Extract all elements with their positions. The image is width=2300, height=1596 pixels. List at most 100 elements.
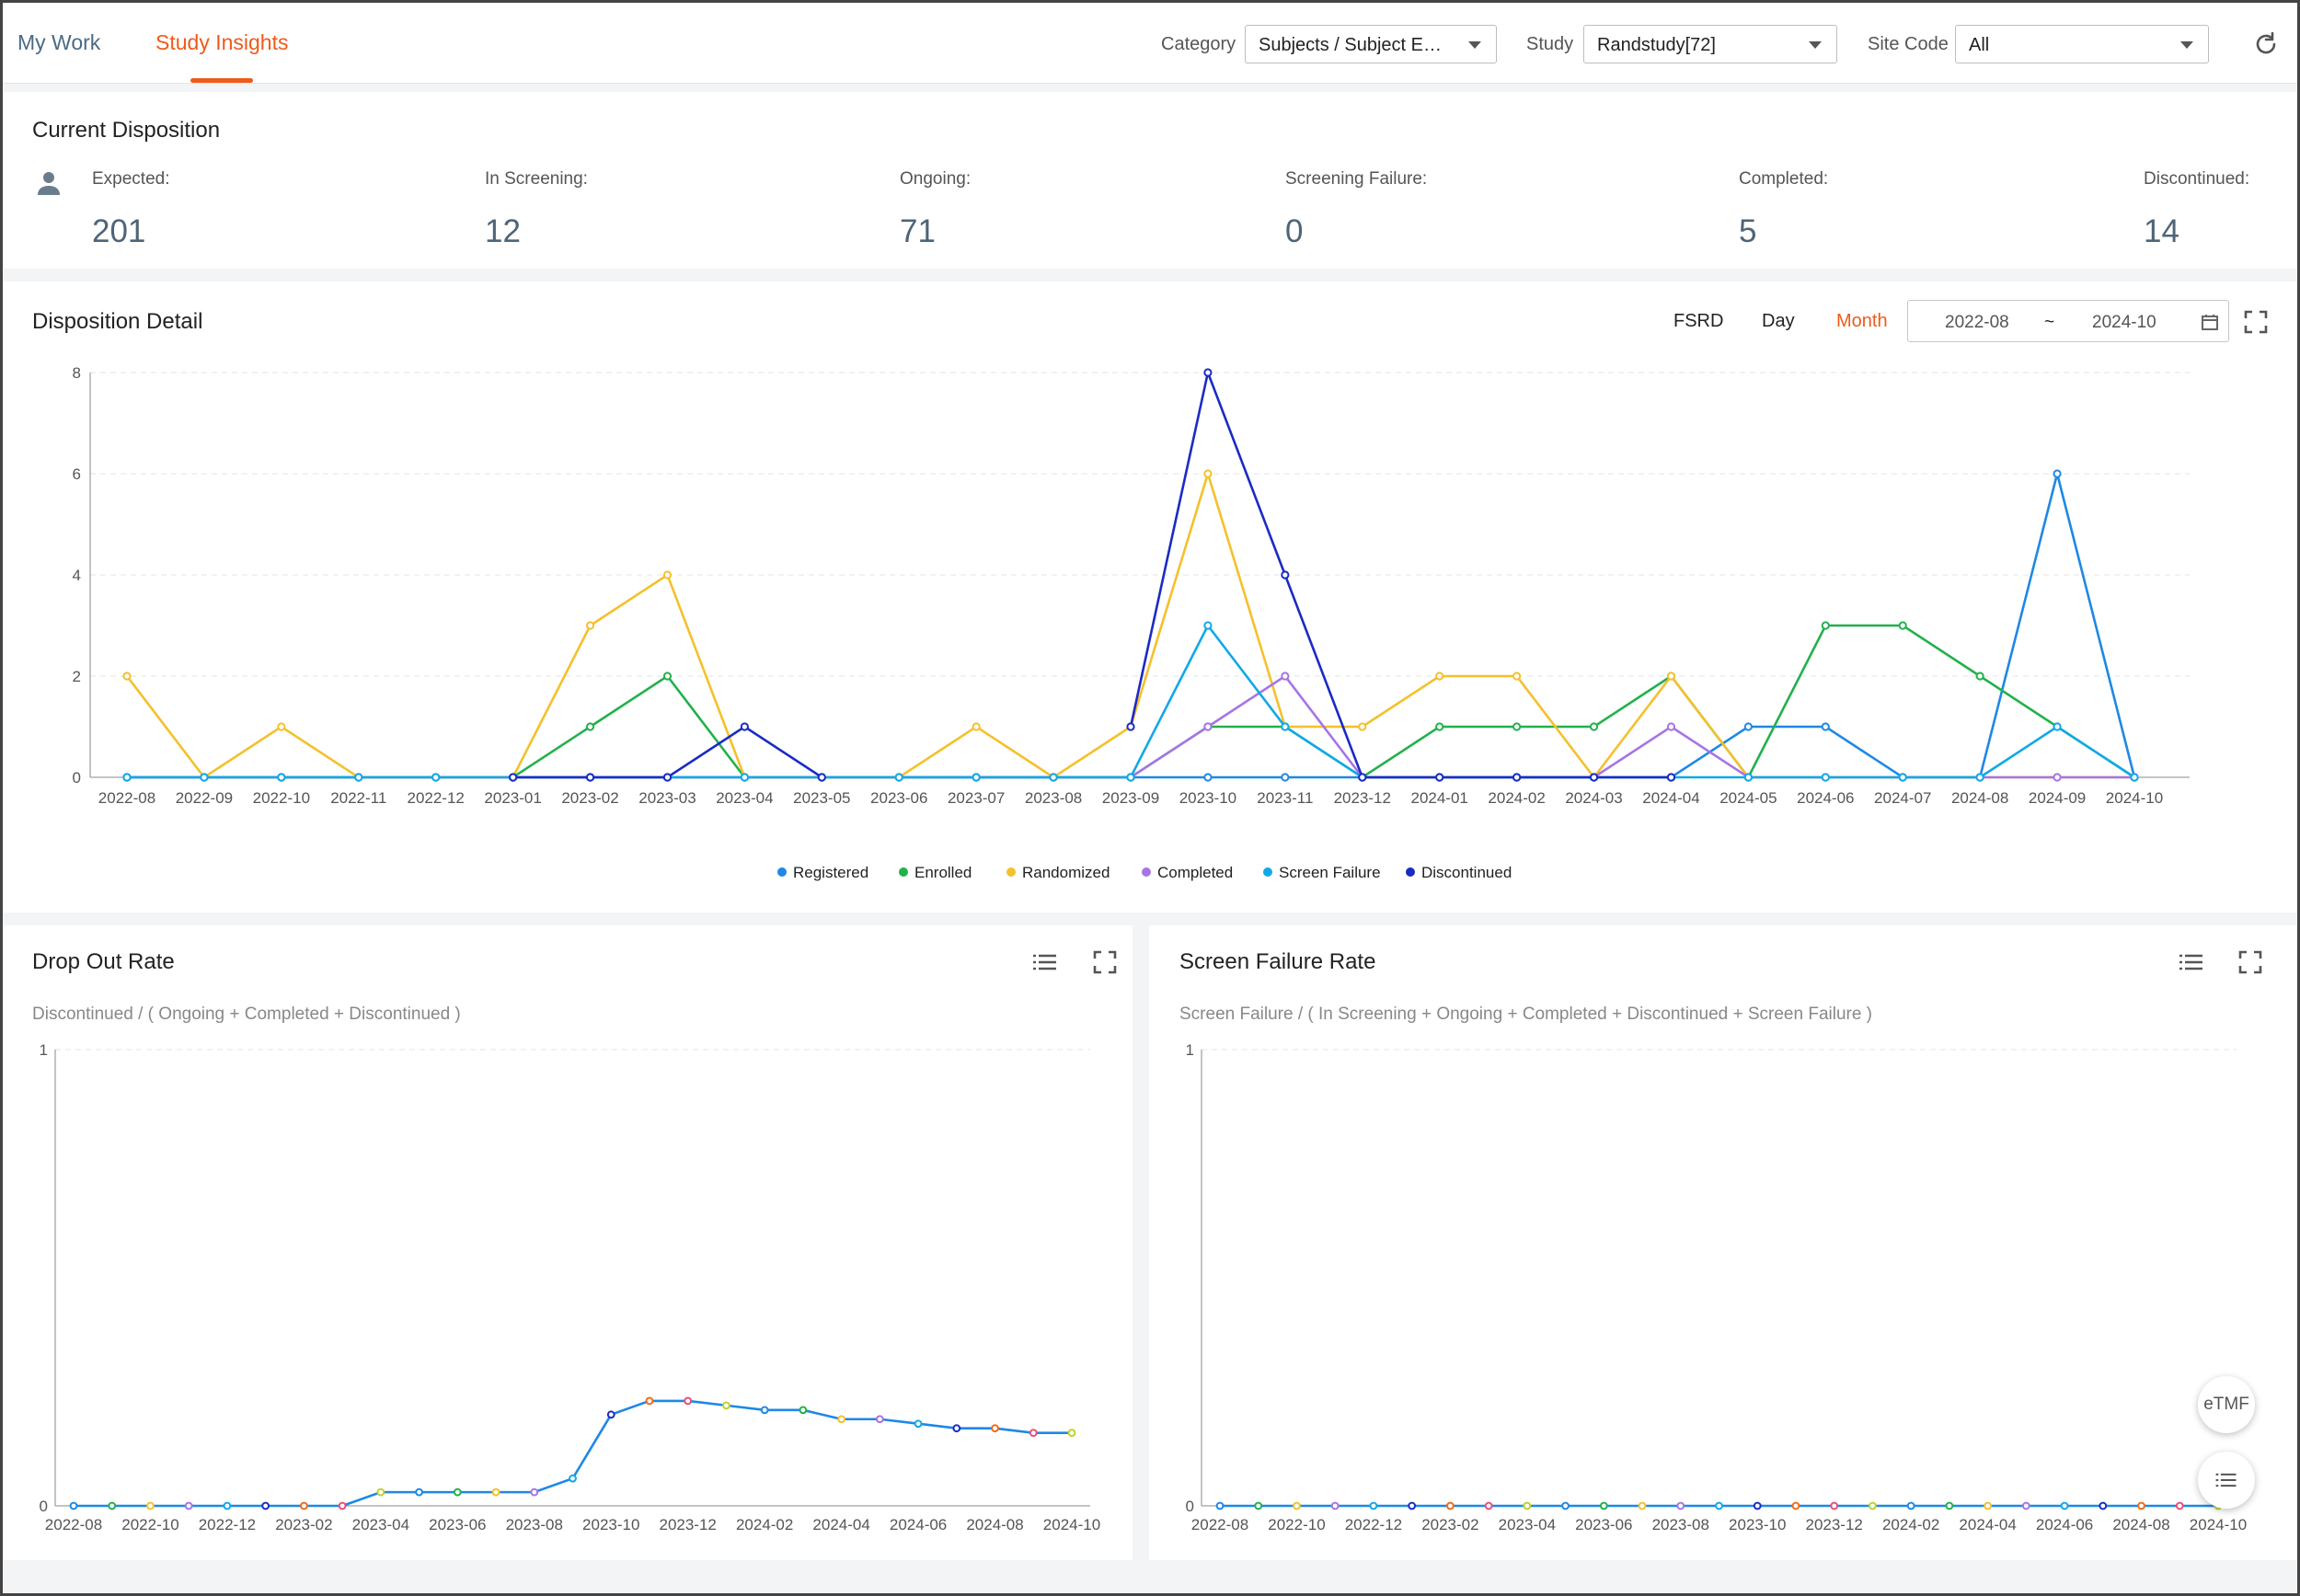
x-tick-label: 2023-06	[870, 789, 927, 807]
date-range-picker[interactable]: 2022-08 ~ 2024-10	[1907, 300, 2229, 342]
x-tick-label: 2024-04	[812, 1516, 869, 1533]
data-point	[1791, 1501, 1800, 1510]
x-tick-label: 2024-07	[1874, 789, 1931, 807]
y-tick-label: 1	[40, 1041, 48, 1059]
stat-discontinued-value: 14	[2144, 213, 2179, 249]
data-point	[491, 1487, 500, 1497]
data-point	[1029, 1429, 1038, 1438]
x-tick-label: 2022-12	[199, 1516, 256, 1533]
y-tick-label: 0	[40, 1498, 48, 1515]
x-tick-label: 2024-06	[890, 1516, 947, 1533]
data-point	[1830, 1501, 1839, 1510]
x-tick-label: 2023-03	[638, 789, 696, 807]
drop-out-rate-formula: Discontinued / ( Ongoing + Completed + D…	[32, 1005, 461, 1024]
date-from: 2022-08	[1945, 313, 2009, 332]
y-tick-label: 4	[73, 567, 81, 584]
fullscreen-icon[interactable]	[1090, 947, 1120, 977]
x-tick-label: 2024-04	[1959, 1516, 2016, 1533]
menu-fab-button[interactable]	[2198, 1452, 2255, 1509]
data-point	[223, 1501, 232, 1510]
mode-fsrd-button[interactable]: FSRD	[1673, 311, 1724, 331]
data-point	[991, 1424, 999, 1433]
stat-ongoing-value: 71	[900, 213, 936, 249]
data-point	[1743, 722, 1753, 731]
data-point	[952, 1424, 961, 1433]
x-tick-label: 2022-12	[1345, 1516, 1402, 1533]
legend-marker	[1406, 867, 1415, 877]
tab-my-work[interactable]: My Work	[17, 30, 101, 54]
data-point	[1203, 621, 1213, 630]
data-point	[972, 773, 981, 782]
x-tick-label: 2023-08	[1652, 1516, 1709, 1533]
data-point	[530, 1487, 539, 1497]
x-tick-label: 2024-10	[2190, 1516, 2247, 1533]
x-tick-label: 2023-12	[1805, 1516, 1862, 1533]
y-tick-label: 8	[73, 364, 81, 382]
x-tick-label: 2023-10	[582, 1516, 639, 1533]
category-label: Category	[1161, 34, 1236, 54]
data-point	[1589, 773, 1599, 782]
data-point	[1589, 722, 1599, 731]
disposition-detail-title: Disposition Detail	[32, 309, 203, 334]
legend-marker	[899, 867, 908, 877]
x-tick-label: 2024-01	[1410, 789, 1467, 807]
site-code-select-value: All	[1969, 35, 1990, 55]
data-point	[569, 1474, 577, 1483]
x-tick-label: 2024-04	[1642, 789, 1699, 807]
x-tick-label: 2024-08	[966, 1516, 1023, 1533]
data-point	[662, 570, 673, 580]
screen-failure-rate-chart: 0 1 2022-08 2022-10 2022-12 2023-02 2023-04 202…	[1186, 1041, 2248, 1533]
x-tick-label: 2022-08	[98, 789, 155, 807]
x-tick-label: 2024-03	[1565, 789, 1622, 807]
legend-label: Completed	[1157, 864, 1233, 881]
data-point	[1715, 1501, 1723, 1510]
mode-month-button[interactable]: Month	[1836, 311, 1888, 331]
category-select[interactable]: Subjects / Subject Enr...	[1245, 25, 1497, 63]
series-line	[127, 624, 2135, 780]
x-tick-label: 2023-02	[561, 789, 618, 807]
x-tick-label: 2023-02	[275, 1516, 332, 1533]
list-icon[interactable]	[2177, 947, 2206, 977]
data-point	[108, 1501, 117, 1510]
legend-marker	[777, 867, 787, 877]
etmf-button[interactable]: eTMF	[2198, 1376, 2255, 1433]
data-point	[2053, 722, 2062, 731]
screen-failure-rate-title: Screen Failure Rate	[1179, 949, 1376, 974]
refresh-icon[interactable]	[2252, 30, 2280, 58]
data-point	[760, 1406, 769, 1415]
study-select-value: Randstudy[72]	[1597, 35, 1716, 55]
data-point	[662, 672, 673, 681]
y-tick-label: 0	[73, 769, 81, 787]
data-point	[1281, 672, 1290, 681]
data-point	[722, 1401, 730, 1410]
x-tick-label: 2023-04	[1499, 1516, 1556, 1533]
data-point	[338, 1501, 347, 1510]
data-point	[1599, 1501, 1608, 1510]
data-point	[354, 773, 363, 782]
data-point	[122, 672, 132, 681]
x-tick-label: 2023-04	[352, 1516, 409, 1533]
disposition-detail-panel	[3, 281, 2297, 913]
fullscreen-icon[interactable]	[2236, 947, 2265, 977]
list-icon[interactable]	[1030, 947, 1060, 977]
data-point	[1435, 672, 1444, 681]
stat-expected-label: Expected:	[92, 169, 170, 189]
site-code-select[interactable]: All	[1955, 25, 2209, 63]
y-tick-label: 6	[73, 465, 81, 483]
fullscreen-icon[interactable]	[2241, 307, 2271, 337]
data-point	[277, 773, 286, 782]
x-tick-label: 2023-04	[716, 789, 773, 807]
stat-screening-failure-value: 0	[1285, 213, 1304, 249]
data-point	[914, 1419, 923, 1429]
study-select[interactable]: Randstudy[72]	[1583, 25, 1837, 63]
top-bar: My Work Study Insights Category Subjects…	[3, 3, 2297, 84]
x-tick-label: 2023-09	[1102, 789, 1159, 807]
data-point	[509, 773, 518, 782]
tab-study-insights[interactable]: Study Insights	[155, 30, 289, 54]
x-tick-label: 2022-08	[45, 1516, 102, 1533]
mode-day-button[interactable]: Day	[1762, 311, 1795, 331]
data-point	[1821, 621, 1830, 630]
data-point	[1898, 621, 1907, 630]
data-point	[740, 722, 749, 731]
data-point	[1203, 368, 1213, 377]
